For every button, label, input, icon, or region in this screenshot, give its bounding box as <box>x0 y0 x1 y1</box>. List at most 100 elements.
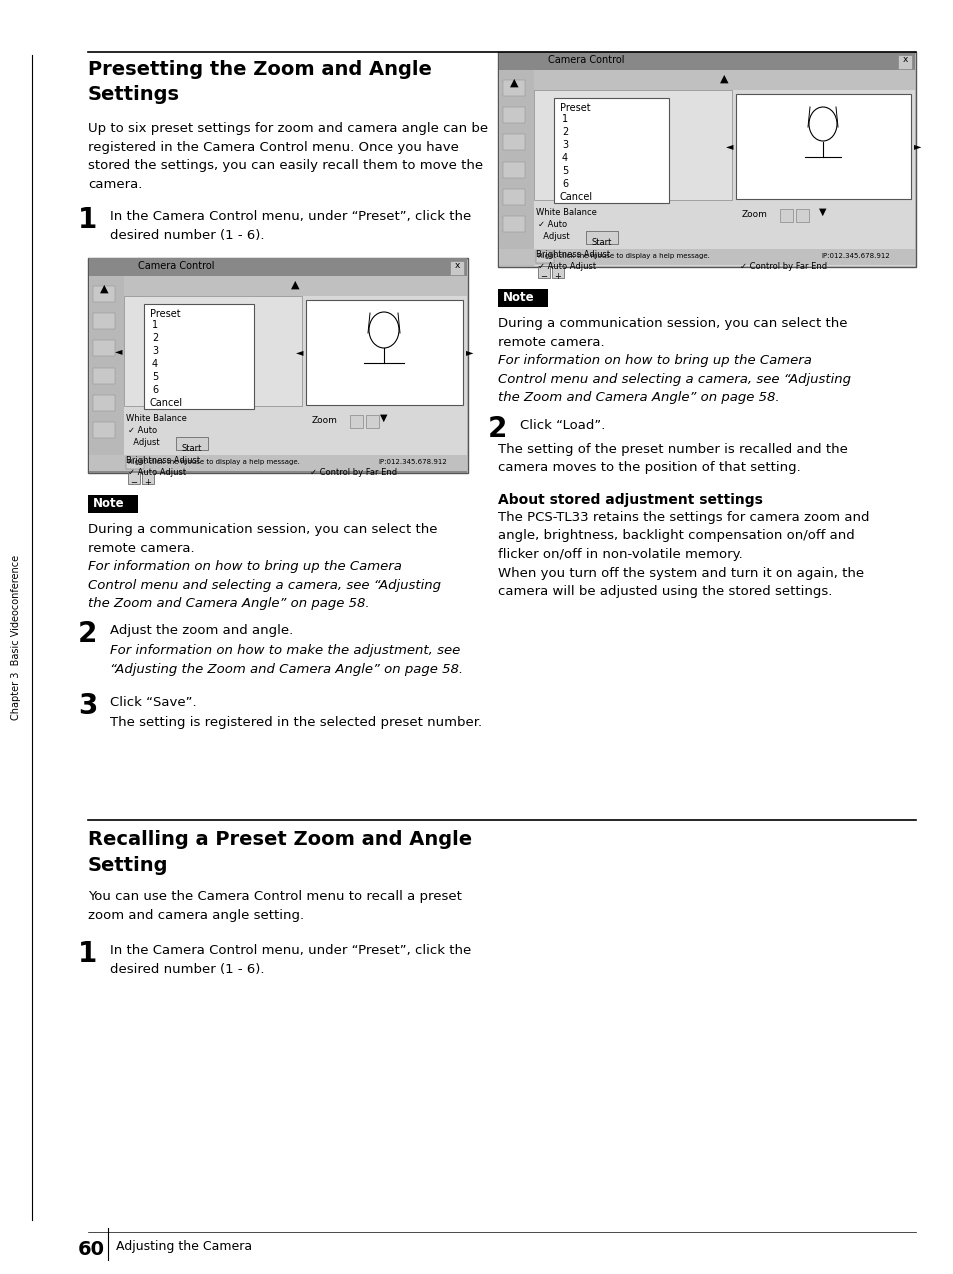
Bar <box>537 266 550 278</box>
Text: ✓ Auto Adjust: ✓ Auto Adjust <box>537 262 596 271</box>
Bar <box>89 455 467 471</box>
Bar <box>498 248 914 265</box>
Text: 1: 1 <box>152 320 158 330</box>
Text: 2: 2 <box>152 333 158 343</box>
Bar <box>502 80 524 96</box>
Bar <box>502 189 524 205</box>
Text: During a communication session, you can select the
remote camera.: During a communication session, you can … <box>88 524 437 554</box>
Text: ▲: ▲ <box>509 78 517 88</box>
Text: Up to six preset settings for zoom and camera angle can be
registered in the Cam: Up to six preset settings for zoom and c… <box>88 122 488 191</box>
Bar <box>92 313 115 329</box>
Bar <box>502 134 524 150</box>
Text: ▼: ▼ <box>819 206 826 217</box>
Bar <box>554 98 668 203</box>
Bar <box>534 70 914 266</box>
Text: In the Camera Control menu, under “Preset”, click the
desired number (1 - 6).: In the Camera Control menu, under “Prese… <box>110 210 471 242</box>
Bar <box>89 471 467 473</box>
Bar <box>175 437 208 450</box>
Text: About stored adjustment settings: About stored adjustment settings <box>497 493 762 507</box>
Text: White Balance: White Balance <box>126 414 187 423</box>
Text: Camera Control: Camera Control <box>547 55 624 65</box>
Text: Start: Start <box>182 445 202 454</box>
Text: 4: 4 <box>152 359 158 369</box>
Text: For information on how to bring up the Camera
Control menu and selecting a camer: For information on how to bring up the C… <box>497 354 850 404</box>
Bar <box>497 289 547 307</box>
Bar <box>536 251 554 262</box>
Text: Zoom: Zoom <box>312 417 337 426</box>
Ellipse shape <box>808 107 836 141</box>
Text: Chapter 3  Basic Videoconference: Chapter 3 Basic Videoconference <box>11 554 21 720</box>
Text: In the Camera Control menu, under “Preset”, click the
desired number (1 - 6).: In the Camera Control menu, under “Prese… <box>110 944 471 976</box>
Bar <box>498 70 534 266</box>
Text: The setting is registered in the selected preset number.: The setting is registered in the selecte… <box>110 716 481 729</box>
Text: IP:012.345.678.912: IP:012.345.678.912 <box>377 459 446 465</box>
Text: ◄: ◄ <box>114 347 122 355</box>
Text: Zoom: Zoom <box>741 210 767 219</box>
Text: x: x <box>454 261 459 270</box>
Text: Preset: Preset <box>559 103 590 113</box>
Bar <box>144 304 253 409</box>
Text: ▲: ▲ <box>100 284 108 294</box>
Text: ✓ Auto Adjust: ✓ Auto Adjust <box>128 468 186 476</box>
Text: 60: 60 <box>78 1240 105 1259</box>
Bar <box>502 162 524 178</box>
Text: ✓ Control by Far End: ✓ Control by Far End <box>310 468 396 476</box>
Text: Start: Start <box>591 238 612 247</box>
Text: x: x <box>902 55 906 64</box>
Bar <box>89 259 467 276</box>
Text: Camera Control: Camera Control <box>138 261 214 271</box>
Text: For information on how to bring up the Camera
Control menu and selecting a camer: For information on how to bring up the C… <box>88 561 440 610</box>
Text: 6: 6 <box>561 180 568 189</box>
Text: Note: Note <box>502 290 534 304</box>
Text: Presetting the Zoom and Angle: Presetting the Zoom and Angle <box>88 60 432 79</box>
Text: Right-click the mouse to display a help message.: Right-click the mouse to display a help … <box>537 254 709 259</box>
Bar <box>498 52 914 70</box>
Bar <box>350 415 363 428</box>
Text: The PCS-TL33 retains the settings for camera zoom and
angle, brightness, backlig: The PCS-TL33 retains the settings for ca… <box>497 511 868 598</box>
Text: ▲: ▲ <box>719 74 727 84</box>
Text: The setting of the preset number is recalled and the
camera moves to the positio: The setting of the preset number is reca… <box>497 443 847 474</box>
Bar <box>897 55 911 69</box>
Text: During a communication session, you can select the
remote camera.: During a communication session, you can … <box>497 317 846 349</box>
Text: ✓ Auto: ✓ Auto <box>537 220 566 229</box>
Bar <box>89 276 124 471</box>
Text: Settings: Settings <box>88 85 180 104</box>
Bar <box>735 94 910 199</box>
Bar <box>92 340 115 355</box>
Text: ✓ Auto: ✓ Auto <box>128 426 157 434</box>
Text: Right-click the mouse to display a help message.: Right-click the mouse to display a help … <box>128 459 299 465</box>
Text: 2: 2 <box>488 415 507 443</box>
Bar <box>497 52 915 268</box>
Text: 2: 2 <box>78 620 97 648</box>
Bar <box>128 471 140 484</box>
Bar <box>92 368 115 383</box>
Bar <box>585 231 618 245</box>
Bar <box>450 261 463 275</box>
Text: 3: 3 <box>561 140 568 150</box>
Text: −: − <box>540 273 547 282</box>
Text: 4: 4 <box>561 153 568 163</box>
Text: Adjusting the Camera: Adjusting the Camera <box>116 1240 252 1254</box>
Text: Cancel: Cancel <box>559 192 593 203</box>
Bar <box>92 422 115 438</box>
Text: Adjust: Adjust <box>128 438 159 447</box>
Bar <box>552 266 563 278</box>
Bar <box>780 209 792 222</box>
Bar <box>126 457 144 469</box>
Bar <box>306 299 462 405</box>
Bar <box>142 471 153 484</box>
Bar <box>88 259 468 473</box>
Text: Brightness Adjust: Brightness Adjust <box>126 456 200 465</box>
Bar <box>124 276 467 471</box>
Bar <box>366 415 378 428</box>
Text: ▼: ▼ <box>380 413 387 423</box>
Text: Brightness Adjust: Brightness Adjust <box>536 250 610 259</box>
Text: Note: Note <box>92 497 125 510</box>
Bar <box>534 70 914 90</box>
Text: 3: 3 <box>152 347 158 355</box>
Text: ✓ Control by Far End: ✓ Control by Far End <box>740 262 826 271</box>
Bar <box>92 285 115 302</box>
Bar <box>795 209 808 222</box>
Bar <box>124 296 302 406</box>
Text: 6: 6 <box>152 385 158 395</box>
